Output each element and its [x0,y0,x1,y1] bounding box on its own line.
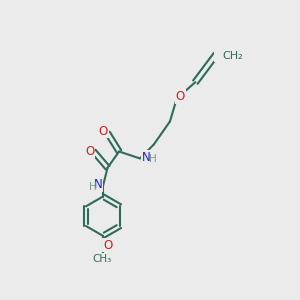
Text: O: O [176,90,185,103]
Text: O: O [85,145,94,158]
Text: H: H [149,154,157,164]
Text: H: H [89,182,97,192]
Text: CH₃: CH₃ [93,254,112,264]
Text: O: O [99,125,108,138]
Text: N: N [94,178,103,191]
Text: CH₂: CH₂ [222,51,242,61]
Text: O: O [103,238,112,252]
Text: N: N [142,151,151,164]
